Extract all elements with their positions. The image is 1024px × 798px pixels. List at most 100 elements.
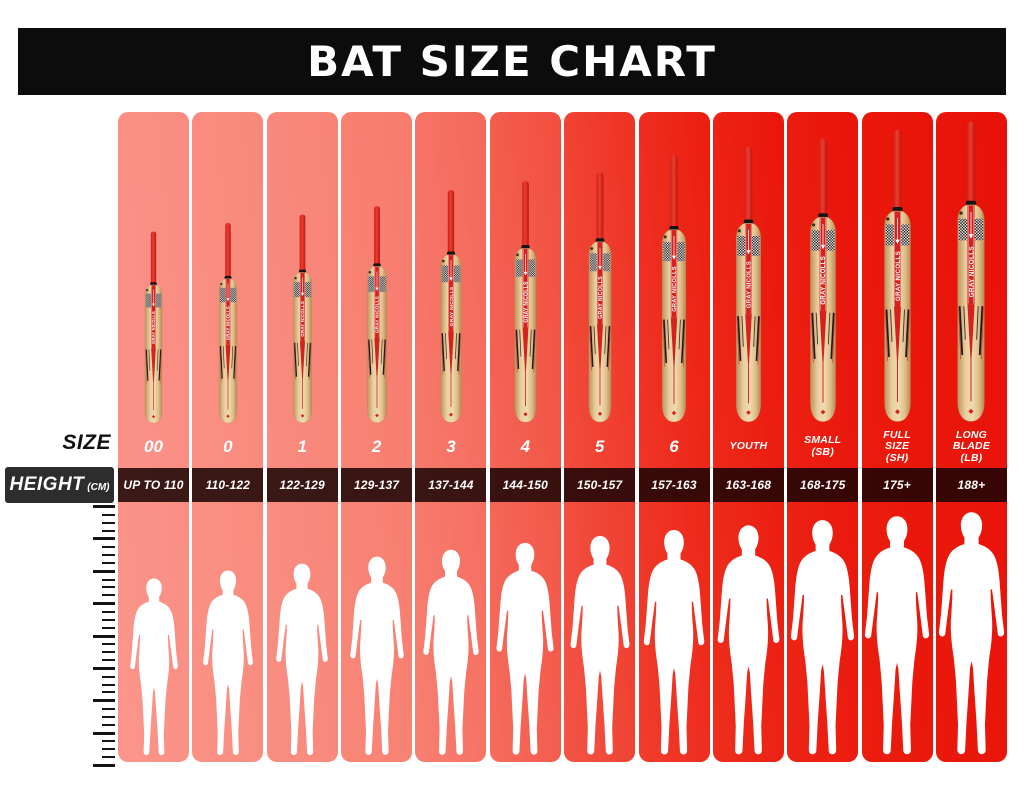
cricket-bat-image: GRAY NICOLLS bbox=[292, 214, 312, 423]
bat-spear-tail bbox=[896, 361, 898, 402]
bat-chevron-left bbox=[959, 306, 964, 356]
bat-chevron-inner-left bbox=[741, 316, 744, 347]
bat-edge-accent-right bbox=[458, 333, 461, 375]
bat-center-stripe bbox=[745, 223, 752, 315]
silhouette-zone bbox=[192, 502, 263, 762]
ruler-tick bbox=[102, 723, 115, 726]
bat-chevron-left bbox=[663, 319, 668, 364]
bat-chevron-right bbox=[680, 319, 685, 364]
bat-zone: GRAY NICOLLS bbox=[490, 112, 561, 426]
bat-zone: GRAY NICOLLS bbox=[267, 112, 338, 426]
person-silhouette-path bbox=[202, 570, 253, 756]
person-silhouette bbox=[570, 535, 630, 755]
bat-checker-band-left bbox=[441, 265, 448, 283]
bat-edge-accent-left bbox=[884, 309, 888, 362]
ruler-tick bbox=[102, 683, 115, 686]
stripe-arrow-head bbox=[523, 271, 528, 276]
bat-checker-band-right bbox=[751, 236, 760, 256]
height-range-cell: 150-157 bbox=[564, 468, 636, 502]
person-silhouette-path bbox=[717, 525, 780, 755]
person-silhouette bbox=[349, 556, 404, 755]
bat-checker-band-right bbox=[826, 230, 835, 251]
bat-badge-sticker bbox=[293, 276, 297, 280]
bat-badge-sticker bbox=[959, 211, 964, 216]
size-value: 2 bbox=[371, 436, 382, 456]
ruler-tick bbox=[102, 546, 115, 549]
ruler-tick bbox=[102, 610, 115, 613]
height-label-text: HEIGHT bbox=[9, 474, 85, 495]
bat-checker-band-left bbox=[515, 259, 523, 277]
ruler-tick bbox=[102, 643, 115, 646]
bat-center-stripe bbox=[893, 211, 901, 308]
bat-spear-tail bbox=[673, 366, 675, 405]
person-silhouette-path bbox=[129, 578, 178, 756]
ruler-tick bbox=[102, 513, 115, 516]
bat-handle bbox=[225, 223, 231, 279]
height-range-cell: 188+ bbox=[935, 468, 1007, 502]
cricket-bat-image: GRAY NICOLLS bbox=[661, 155, 687, 423]
person-silhouette-path bbox=[864, 516, 930, 755]
person-silhouette-path bbox=[349, 556, 404, 755]
stripe-arrow-head bbox=[597, 266, 602, 270]
bat-checker-band-left bbox=[293, 282, 300, 298]
ruler-tick bbox=[93, 602, 115, 606]
bat-edge-accent-right bbox=[533, 329, 536, 373]
bat-spear-tail bbox=[524, 372, 526, 407]
silhouette-zone bbox=[564, 502, 635, 762]
bat-chevron-inner-left bbox=[593, 326, 596, 355]
cricket-bat-image: GRAY NICOLLS bbox=[957, 121, 986, 422]
ruler-tick bbox=[102, 626, 115, 629]
bat-center-stripe bbox=[522, 248, 529, 329]
ruler-tick bbox=[93, 634, 115, 638]
bat-toe-logo bbox=[151, 415, 156, 419]
bat-spear-tail bbox=[227, 381, 229, 410]
ruler-tick bbox=[93, 764, 115, 767]
bat-chevron-right bbox=[979, 306, 984, 356]
height-range-cell: UP TO 110 bbox=[118, 468, 189, 502]
ruler-tick bbox=[102, 521, 115, 524]
bat-checker-band-left bbox=[145, 293, 152, 308]
bat-brand-text: GRAY NICOLLS bbox=[449, 286, 455, 326]
height-range-value: 110-122 bbox=[205, 478, 251, 492]
stripe-arrow-head bbox=[226, 298, 230, 302]
person-silhouette-path bbox=[643, 530, 705, 755]
size-column: GRAY NICOLLS 0 110-122 bbox=[192, 112, 264, 762]
bat-checker-band-left bbox=[959, 218, 968, 241]
bat-brand-text: GRAY NICOLLS bbox=[746, 261, 752, 308]
bat-checker-band-right bbox=[230, 287, 236, 303]
size-column: GRAY NICOLLS SMALL (SB) 168-175 bbox=[787, 112, 859, 762]
bat-checker-band-left bbox=[219, 287, 226, 303]
ruler-tick bbox=[93, 666, 115, 670]
bat-edge-accent-right bbox=[383, 339, 386, 378]
height-range-value: 188+ bbox=[957, 478, 986, 492]
bat-center-stripe bbox=[151, 285, 156, 349]
height-range-cell: 137-144 bbox=[415, 468, 487, 502]
bat-handle bbox=[447, 190, 455, 255]
bat-spear bbox=[596, 324, 603, 371]
size-value: 3 bbox=[446, 436, 456, 456]
bat-checker-band-right bbox=[304, 282, 311, 298]
size-column: GRAY NICOLLS 6 157-163 bbox=[638, 112, 710, 762]
ruler-tick bbox=[102, 740, 115, 743]
height-range-cell: 110-122 bbox=[192, 468, 264, 502]
stripe-arrow-head bbox=[969, 234, 974, 239]
bat-chevron-right bbox=[307, 342, 311, 377]
bat-toe-logo bbox=[523, 412, 528, 417]
bat-chevron-inner-left bbox=[371, 339, 373, 364]
bat-zone: GRAY NICOLLS bbox=[713, 112, 784, 426]
bat-edge-accent-right bbox=[832, 312, 835, 363]
size-value: FULL SIZE (SH) bbox=[883, 428, 911, 464]
bat-badge-sticker bbox=[219, 282, 223, 286]
ruler-tick bbox=[102, 594, 115, 597]
person-silhouette-path bbox=[791, 520, 855, 755]
ruler-tick bbox=[102, 618, 115, 621]
ruler-tick bbox=[102, 651, 115, 654]
bat-badge-sticker bbox=[885, 216, 890, 221]
bat-chevron-left bbox=[811, 312, 816, 360]
bat-spear bbox=[819, 310, 827, 363]
height-range-value: 163-168 bbox=[725, 478, 772, 492]
bat-edge-accent-right bbox=[757, 316, 760, 365]
bat-center-stripe bbox=[967, 205, 976, 305]
person-silhouette-path bbox=[423, 549, 479, 755]
bat-brand-text: GRAY NICOLLS bbox=[225, 306, 230, 340]
